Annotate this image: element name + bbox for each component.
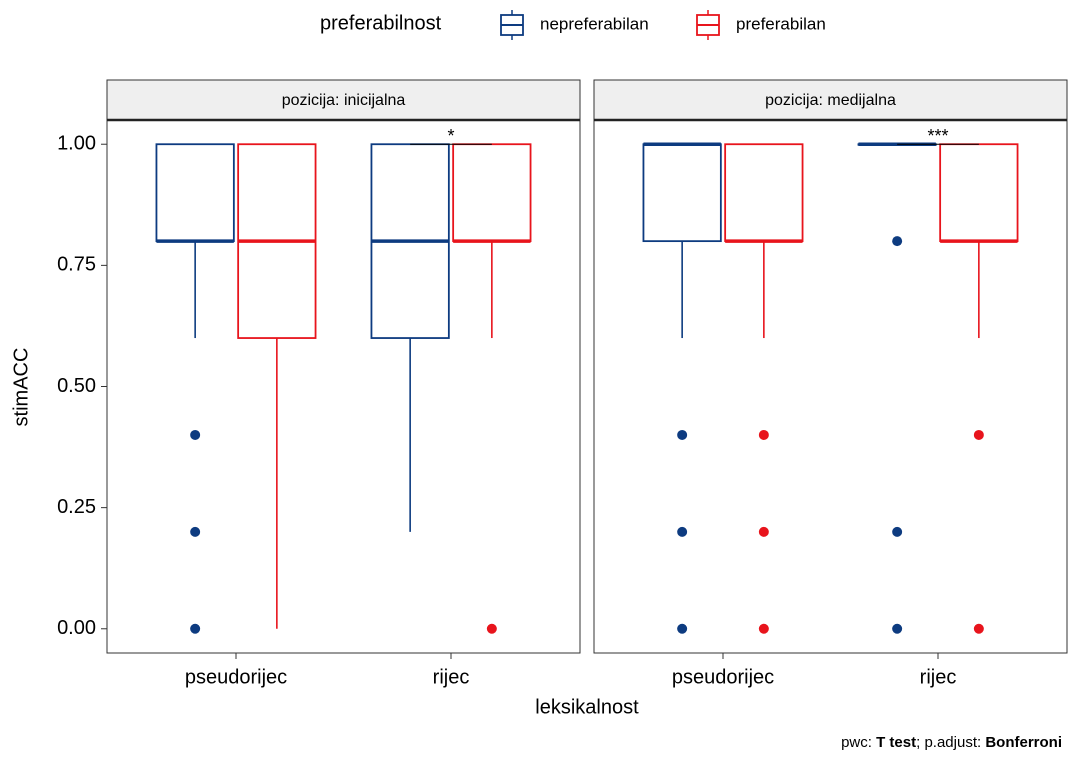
strip [593,79,1068,121]
x-axis-label: leksikalnost [535,696,639,718]
strip [106,79,581,121]
annotation: * [447,126,454,146]
outlier [486,623,497,634]
caption: pwc: T test; p.adjust: Bonferroni [841,734,1062,751]
outlier [758,623,769,634]
outlier [892,526,903,537]
outlier [973,429,984,440]
legend-label: nepreferabilan [540,14,649,33]
x-tick-label: pseudorijec [185,666,287,688]
legend-title: preferabilnost [320,12,442,34]
x-tick-label: pseudorijec [672,666,774,688]
caption-part: pwc: [841,734,876,751]
caption-part: T test [876,734,916,751]
caption-part: ; p.adjust: [916,734,985,751]
y-axis-label: stimACC [10,348,32,427]
x-tick-label: rijec [920,666,957,688]
outlier [973,623,984,634]
annotation: *** [927,126,948,146]
outlier [892,623,903,634]
box [452,143,532,243]
outlier [892,236,903,247]
box [724,143,804,243]
caption-part: Bonferroni [985,734,1062,751]
y-tick-label: 0.00 [57,617,96,639]
outlier [758,429,769,440]
outlier [190,429,201,440]
box [642,143,722,243]
y-tick-label: 0.50 [57,375,96,397]
strip-label: pozicija: inicijalna [282,92,406,109]
outlier [758,526,769,537]
strip-label: pozicija: medijalna [765,92,896,109]
outlier [677,429,688,440]
outlier [677,623,688,634]
outlier [677,526,688,537]
box [939,143,1019,243]
y-tick-label: 1.00 [57,133,96,155]
y-tick-label: 0.75 [57,254,96,276]
legend-label: preferabilan [736,14,826,33]
y-tick-label: 0.25 [57,496,96,518]
box [155,143,235,243]
outlier [190,526,201,537]
outlier [190,623,201,634]
x-tick-label: rijec [433,666,470,688]
